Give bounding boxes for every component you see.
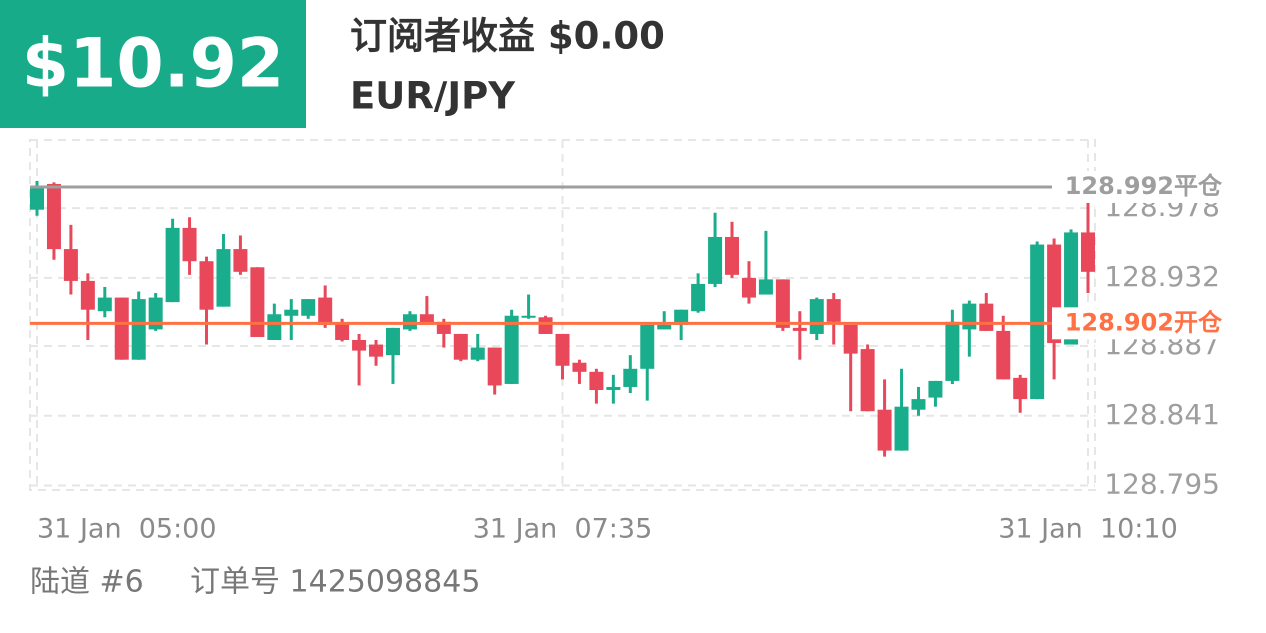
candle-body — [267, 314, 282, 340]
candle-body — [97, 297, 112, 312]
candle-body — [504, 315, 519, 384]
candle-body — [775, 279, 790, 328]
candle-body — [572, 362, 587, 372]
y-tick-label: 128.841 — [1104, 398, 1220, 431]
candle-body — [318, 297, 333, 325]
candle-body — [369, 344, 384, 357]
profit-box — [0, 0, 306, 128]
y-tick-label: 128.795 — [1104, 467, 1220, 500]
candle-body — [640, 324, 655, 369]
channel: 陆道 #6 — [30, 565, 144, 600]
candle-body — [402, 314, 417, 330]
candle-body — [792, 327, 807, 331]
candle-body — [741, 277, 756, 298]
candle-body — [928, 380, 943, 398]
candle-body — [809, 299, 824, 334]
candle-body — [945, 321, 960, 381]
profit: $10.92 — [22, 25, 284, 104]
price-line-label: 128.992平仓 — [1065, 172, 1223, 200]
candle-body — [233, 249, 248, 272]
candle-body — [589, 371, 604, 390]
symbol: EUR/JPY — [350, 75, 516, 118]
candle-body — [216, 249, 231, 307]
candle-body — [894, 406, 909, 451]
candle-body — [538, 317, 553, 334]
candle-body — [131, 299, 146, 360]
candle-body — [148, 297, 163, 330]
candle-body — [877, 409, 892, 451]
candle-body — [911, 399, 926, 410]
candle-body — [335, 323, 350, 340]
candle-body — [182, 227, 197, 262]
subscriber-profit: 订阅者收益 $0.00 — [350, 15, 665, 58]
candle-body — [860, 349, 875, 412]
candle-body — [453, 333, 468, 360]
candle-body — [725, 236, 740, 275]
candle-body — [1030, 244, 1045, 400]
candle-body — [606, 386, 621, 390]
candle-body — [80, 280, 95, 310]
candle-body — [419, 314, 434, 325]
candle-body — [46, 183, 61, 250]
candle-body — [284, 309, 299, 316]
order-number: 订单号 1425098845 — [190, 565, 480, 600]
candle-body — [758, 279, 773, 295]
candle-body — [385, 327, 400, 356]
x-tick-label: 31 Jan 05:00 — [37, 514, 217, 545]
candle-body — [165, 227, 180, 303]
x-tick-label: 31 Jan 07:35 — [473, 514, 653, 545]
candle-body — [962, 303, 977, 330]
x-tick-label: 31 Jan 10:10 — [998, 514, 1178, 545]
price-label-bg — [1052, 307, 1224, 340]
candle-body — [436, 321, 451, 334]
candle-body — [555, 333, 570, 366]
candle-body — [623, 368, 638, 387]
candle-body — [352, 340, 367, 351]
candle-body — [996, 330, 1011, 380]
candle-body — [1081, 232, 1095, 272]
candle-body — [63, 249, 78, 281]
candle-body — [657, 324, 672, 330]
candle-body — [674, 309, 689, 325]
candle-body — [691, 283, 706, 312]
candle-body — [521, 315, 536, 318]
candle-body — [114, 297, 129, 360]
candle-body — [826, 299, 841, 322]
price-line-label: 128.902开仓 — [1065, 308, 1223, 336]
candle-body — [708, 236, 723, 284]
candle-body — [843, 324, 858, 354]
candle-body — [470, 347, 485, 360]
y-tick-label: 128.932 — [1104, 260, 1220, 293]
candle-body — [1013, 377, 1028, 400]
candle-body — [979, 303, 994, 331]
candle-body — [487, 347, 502, 386]
candle-body — [30, 188, 44, 210]
candle-body — [250, 267, 265, 337]
candle-body — [301, 299, 316, 316]
candle-body — [199, 261, 214, 310]
price-label-bg — [1052, 170, 1224, 203]
